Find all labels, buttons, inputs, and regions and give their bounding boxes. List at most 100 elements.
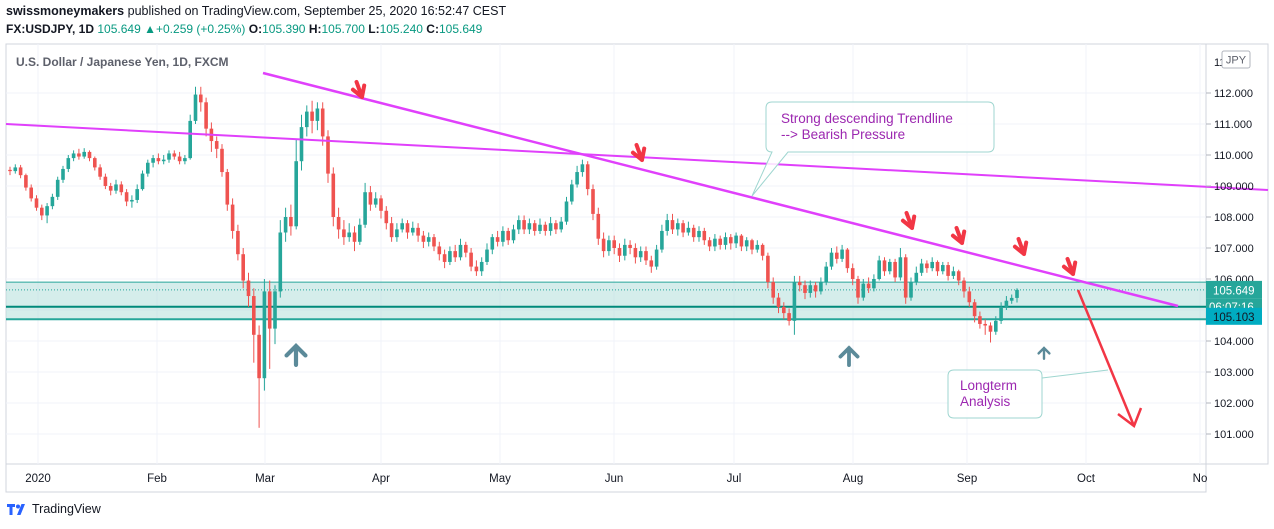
candle-body [82,151,86,157]
red-arrow-icon [1061,256,1078,276]
x-tick-label: Apr [372,473,390,485]
candle-body [517,220,521,230]
close-value: 105.649 [438,22,483,36]
candle-body [421,235,426,242]
forecast-arrow-line [1076,289,1136,427]
currency-badge[interactable]: JPY [1221,50,1251,69]
candle-body [34,198,39,208]
candle-body [744,240,749,247]
candle-body [103,176,108,186]
candle-body [18,167,23,176]
candle-body [426,237,431,242]
candles [8,86,1019,428]
candle-body [845,249,850,269]
y-tick-label: 104.000 [1214,336,1254,348]
x-tick-label: Aug [843,473,863,485]
footer[interactable]: TradingView [6,502,101,516]
candle-body [13,167,18,172]
candle-body [930,261,934,269]
x-tick-label: Oct [1077,473,1096,485]
close-label: C: [426,22,439,36]
candle-body [601,238,606,252]
candle-body [787,313,791,321]
candle-body [172,153,177,157]
candle-body [416,227,420,236]
up-arrow-stroke [284,343,308,367]
callout-longterm-text: Analysis [960,394,1011,409]
candle-body [411,227,415,233]
candle-body [183,158,187,162]
candle-body [199,94,203,103]
candle-body [962,280,966,292]
candle-body [506,230,510,241]
candle-body [77,153,81,157]
candle-body [819,282,823,292]
red-arrow-icon [900,210,917,230]
candle-body [442,254,447,262]
zone-price-label: 105.103 [1213,312,1255,324]
candle-body [368,192,373,205]
red-arrow-stroke [950,225,967,245]
candle-body [707,240,712,247]
descending-trendline [262,71,1179,308]
candle-body [24,175,28,188]
candle-body [214,141,219,149]
high-value: 105.700 [321,22,365,36]
candle-body [45,206,49,216]
candle-body [432,237,436,247]
candle-body [55,179,60,197]
candle-body [644,251,648,261]
candle-body [988,325,993,332]
x-tick-label: Feb [147,473,167,485]
footer-brand: TradingView [32,502,101,516]
candle-body [395,229,399,238]
y-tick-label: 111.000 [1214,119,1252,131]
candle-body [585,164,590,190]
candle-body [538,224,542,231]
candle-body [649,260,654,267]
candle-body [941,265,945,272]
support-zone [6,281,1206,321]
red-arrow-stroke [1061,256,1078,276]
zone-price-label-bg [1206,307,1262,325]
candle-body [803,285,807,293]
candle-body [326,136,330,174]
candle-body [511,229,516,241]
candle-body [495,237,500,242]
candle-body [866,283,871,289]
candle-body [352,232,357,242]
candle-body [501,230,505,242]
candle-body [474,266,479,272]
candle-body [628,244,632,248]
candle-body [124,192,129,202]
red-arrow-icon [1012,236,1029,256]
candle-body [824,266,828,283]
y-tick-label: 107.000 [1214,243,1254,255]
candle-body [607,240,611,252]
candle-body [294,161,298,227]
candle-body [888,261,892,272]
x-tick-label: Jul [727,473,742,485]
candle-body [347,232,351,238]
candle-body [760,244,765,256]
candle-body [591,189,595,214]
candle-body [225,172,230,205]
candle-body [797,282,802,286]
candle-body [241,254,245,281]
support-zone-fill [6,282,1206,320]
candle-body [946,265,950,276]
y-tick-label: 109.000 [1214,181,1254,193]
up-arrow-icon [838,345,860,368]
candle-body [283,217,288,233]
candle-body [400,223,404,230]
candle-body [384,210,389,224]
tradingview-logo-icon [7,504,25,515]
x-tick-label: Mar [255,473,275,485]
time-axis[interactable] [5,463,1207,493]
candle-body [909,282,913,298]
candle-body [914,272,919,283]
callout-longterm-text: Longterm [960,378,1017,393]
candle-body [638,251,643,258]
candle-body [289,217,293,227]
